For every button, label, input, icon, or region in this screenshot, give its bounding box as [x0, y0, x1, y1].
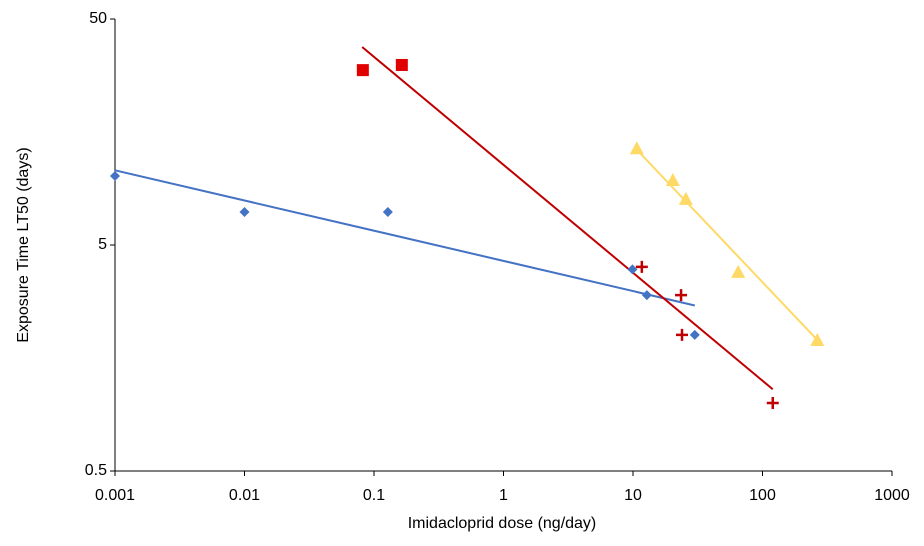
x-tick-label: 0.1	[363, 487, 385, 504]
x-axis-label: Imidacloprid dose (ng/day)	[408, 515, 597, 532]
diamond-point	[239, 206, 250, 217]
y-tick-label: 5	[98, 236, 107, 253]
plus-point	[766, 396, 779, 409]
trendline	[636, 149, 819, 341]
y-axis-label: Exposure Time LT50 (days)	[15, 147, 32, 342]
diamond-point	[627, 264, 638, 275]
x-tick-label: 1	[499, 487, 508, 504]
x-tick-label: 0.001	[95, 487, 135, 504]
trendline	[361, 46, 774, 391]
plus-point	[676, 328, 689, 341]
diamond-point	[689, 329, 700, 340]
x-tick-label: 100	[749, 487, 776, 504]
x-tick-label: 10	[624, 487, 642, 504]
square-point	[356, 64, 369, 77]
trendline	[114, 169, 696, 307]
y-tick-label: 50	[89, 10, 107, 27]
plus-point	[635, 260, 648, 273]
y-tick-label: 0.5	[85, 462, 107, 479]
x-tick-label: 1000	[874, 487, 910, 504]
square-point	[395, 58, 408, 71]
triangle-point	[678, 191, 693, 205]
triangle-point	[665, 172, 680, 186]
diamond-point	[110, 170, 120, 181]
x-tick-label: 0.01	[229, 487, 260, 504]
plus-point	[675, 289, 688, 302]
triangle-point	[629, 141, 644, 155]
diamond-point	[382, 206, 393, 217]
triangle-point	[810, 332, 825, 346]
diamond-point	[641, 290, 652, 301]
triangle-point	[731, 264, 746, 278]
